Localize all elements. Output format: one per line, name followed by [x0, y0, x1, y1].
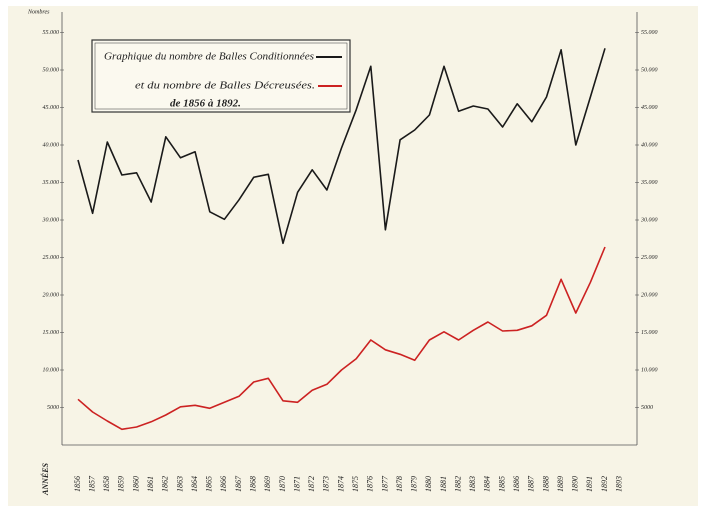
x-tick-label: 1892 [600, 476, 609, 492]
x-tick-label: 1883 [468, 476, 477, 492]
y-tick-label: 40.000 [43, 141, 60, 148]
x-tick-label: 1864 [190, 476, 199, 492]
chart-title: de 1856 à 1892. [170, 98, 241, 110]
y-tick-label: 25.000 [43, 255, 60, 261]
legend-box [91, 39, 351, 113]
x-tick-label: 1863 [175, 476, 184, 492]
x-tick-label: 1860 [131, 476, 140, 492]
x-tick-label: 1886 [512, 476, 521, 492]
x-tick-label: 1885 [497, 476, 506, 492]
y2-tick-label: 45.000 [641, 104, 658, 111]
y-tick-label: 20.000 [43, 292, 60, 298]
y2-tick-label: 5000 [641, 405, 653, 411]
x-tick-label: 1866 [219, 476, 228, 492]
x-tick-label: 1878 [395, 476, 404, 492]
x-tick-label: 1873 [322, 476, 331, 492]
x-tick-label: 1881 [439, 476, 448, 492]
legend-label: Graphique du nombre de Balles Conditionn… [104, 51, 314, 63]
x-tick-label: 1870 [278, 476, 287, 492]
series-line [77, 246, 606, 431]
x-tick-label: 1861 [146, 476, 155, 492]
x-tick-label: 1858 [102, 476, 111, 492]
y-tick-label: 15.000 [43, 330, 60, 336]
x-tick-label: 1877 [380, 475, 389, 492]
x-tick-label: 1888 [541, 476, 550, 492]
y2-tick-label: 50.000 [641, 67, 658, 73]
x-tick-label: 1859 [117, 476, 126, 492]
x-tick-label: 1869 [263, 476, 272, 492]
x-tick-label: 1887 [527, 475, 536, 492]
y2-tick-label: 15.000 [641, 330, 658, 336]
legend-label: et du nombre de Balles Décreusées. [135, 80, 315, 92]
y-tick-label: 10.000 [43, 367, 60, 373]
x-tick-label: 1891 [585, 476, 594, 492]
legend-inner [94, 42, 348, 110]
y-axis-label: Nombres [27, 9, 50, 15]
y-tick-label: 30.000 [42, 217, 60, 223]
x-tick-label: 1876 [366, 476, 375, 492]
x-tick-label: 1879 [410, 476, 419, 492]
x-tick-label: 1872 [307, 476, 316, 492]
x-axis-label: ANNÉES [40, 462, 50, 496]
x-tick-label: 1867 [234, 475, 243, 492]
y-tick-label: 35.000 [42, 180, 60, 186]
y2-tick-label: 25.000 [641, 255, 658, 261]
y-tick-label: 5000 [47, 405, 59, 411]
x-tick-label: 1865 [205, 476, 214, 492]
x-tick-label: 1890 [571, 476, 580, 492]
y2-tick-label: 10.000 [641, 367, 658, 373]
y-tick-label: 55.000 [43, 30, 60, 36]
x-tick-label: 1875 [351, 476, 360, 492]
y2-tick-label: 40.000 [641, 141, 658, 148]
x-tick-label: 1882 [453, 476, 462, 492]
x-tick-label: 1884 [483, 476, 492, 492]
x-tick-label: 1857 [87, 475, 96, 492]
x-tick-label: 1893 [615, 476, 624, 492]
series-line [77, 48, 606, 245]
y2-tick-label: 30.000 [640, 217, 658, 223]
x-tick-label: 1880 [424, 476, 433, 492]
x-tick-label: 1871 [292, 476, 301, 492]
y2-tick-label: 20.000 [641, 292, 658, 298]
y-tick-label: 45.000 [43, 104, 60, 111]
y2-tick-label: 55.000 [641, 30, 658, 36]
x-tick-label: 1862 [161, 476, 170, 492]
y2-tick-label: 35.000 [640, 180, 658, 186]
x-tick-label: 1889 [556, 476, 565, 492]
x-tick-label: 1874 [336, 476, 345, 492]
x-tick-label: 1868 [249, 476, 258, 492]
x-tick-label: 1856 [73, 476, 82, 492]
y-tick-label: 50.000 [43, 67, 60, 73]
